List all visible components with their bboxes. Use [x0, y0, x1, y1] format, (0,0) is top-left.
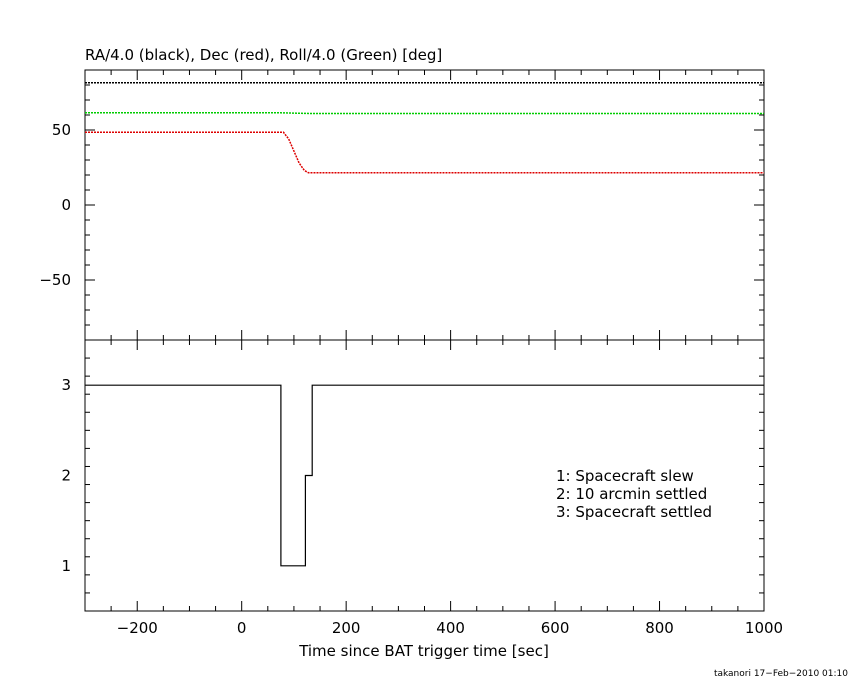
y-tick-label: −50: [39, 271, 71, 289]
bottom-axis-ticks: [84, 340, 765, 611]
y-tick-label: 3: [61, 376, 71, 394]
bottom-y-tick-labels: 3 2 1: [61, 376, 71, 575]
x-tick-label: 0: [237, 619, 247, 637]
legend-entry: 3: Spacecraft settled: [556, 503, 712, 521]
y-tick-label: 50: [52, 121, 71, 139]
status-step-line: [85, 384, 764, 567]
top-y-tick-labels: 50 0 −50: [39, 121, 71, 289]
series-line-2: [85, 131, 764, 174]
x-tick-labels: −200 0 200 400 600 800 1000: [117, 619, 783, 637]
x-tick-label: 200: [332, 619, 361, 637]
top-plot-frame: [84, 69, 765, 341]
top-axis-ticks: [84, 70, 765, 340]
y-tick-label: 2: [61, 467, 71, 485]
series-line-1: [85, 112, 764, 115]
bottom-series-group: [85, 384, 764, 567]
top-series-group: [85, 82, 764, 174]
x-axis-label: Time since BAT trigger time [sec]: [298, 642, 549, 660]
x-tick-label: −200: [117, 619, 158, 637]
x-tick-label: 800: [645, 619, 674, 637]
x-tick-label: 400: [436, 619, 465, 637]
y-tick-label: 1: [61, 557, 71, 575]
footer-stamp: takanori 17−Feb−2010 01:10: [714, 669, 848, 679]
chart-title: RA/4.0 (black), Dec (red), Roll/4.0 (Gre…: [85, 46, 442, 64]
x-tick-label: 1000: [745, 619, 783, 637]
legend-entry: 2: 10 arcmin settled: [556, 485, 707, 503]
y-tick-label: 0: [61, 196, 71, 214]
x-tick-label: 600: [541, 619, 570, 637]
legend-entry: 1: Spacecraft slew: [556, 467, 694, 485]
